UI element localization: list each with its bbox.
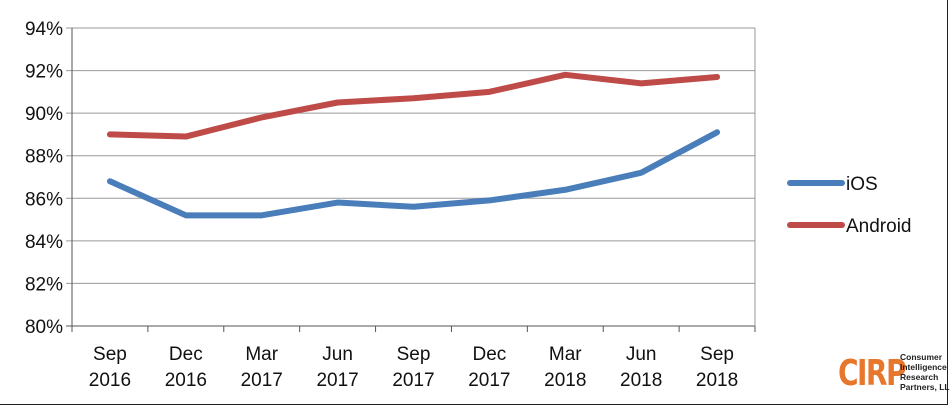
cirp-logo: CIRP Consumer Intelligence Research Part… xyxy=(838,350,950,402)
series-lines xyxy=(106,71,721,219)
x-tick-label: Mar 2017 xyxy=(241,344,283,391)
series-line-ios xyxy=(106,129,721,219)
series-line-android xyxy=(106,71,721,140)
x-tick-label: Dec 2016 xyxy=(165,344,207,391)
y-tick-label: 92% xyxy=(25,62,63,83)
y-tick-label: 80% xyxy=(25,317,63,338)
y-tick-label: 90% xyxy=(25,104,63,125)
x-tick-label: Jun 2017 xyxy=(316,344,358,391)
cirp-logo-mark: CIRP xyxy=(838,353,907,394)
cirp-name-line: Consumer xyxy=(900,352,943,362)
legend-label: iOS xyxy=(846,174,878,195)
cirp-name-line: Intelligence xyxy=(900,362,947,372)
y-tick-label: 94% xyxy=(25,19,63,40)
y-tick-label: 88% xyxy=(25,147,63,168)
x-axis-ticks: Sep 2016 Dec 2016 Mar 2017 Jun 2017 Sep 2017 Dec 20… xyxy=(71,326,756,391)
cirp-logo-name: Consumer Intelligence Research Partners,… xyxy=(900,352,950,392)
y-tick-label: 82% xyxy=(25,274,63,295)
y-tick-label: 84% xyxy=(25,232,63,253)
y-tick-label: 86% xyxy=(25,189,63,210)
x-tick-label: Sep 2016 xyxy=(89,344,131,391)
x-tick-label: Mar 2018 xyxy=(544,344,586,391)
x-tick-label: Dec 2017 xyxy=(468,344,510,391)
x-tick-label: Sep 2018 xyxy=(696,344,738,391)
x-tick-label: Jun 2018 xyxy=(620,344,662,391)
cirp-name-line: Research xyxy=(900,372,939,382)
cirp-name-line: Partners, LLC xyxy=(900,382,950,392)
y-axis-ticks: 80% 82% 84% 86% 88% 90% 92% 94% xyxy=(25,19,63,338)
gridlines xyxy=(66,27,756,327)
legend: iOS Android xyxy=(787,174,912,237)
legend-label: Android xyxy=(846,216,912,237)
x-tick-label: Sep 2017 xyxy=(392,344,434,391)
